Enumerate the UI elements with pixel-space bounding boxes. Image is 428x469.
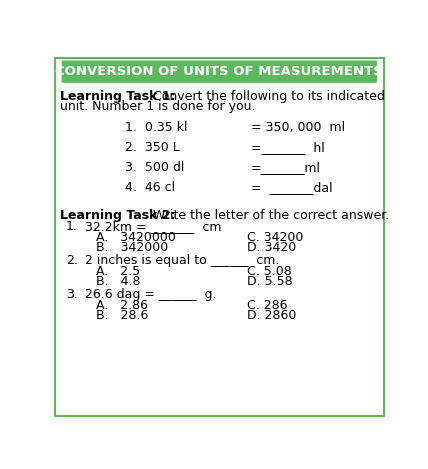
Text: Convert the following to its indicated: Convert the following to its indicated	[149, 90, 385, 103]
Text: Learning Task 1:: Learning Task 1:	[59, 90, 175, 103]
Text: D. 3420: D. 3420	[247, 241, 297, 254]
Text: B.   342000: B. 342000	[96, 241, 168, 254]
Text: unit. Number 1 is done for you.: unit. Number 1 is done for you.	[59, 100, 255, 113]
Text: 4.  46 cl: 4. 46 cl	[125, 181, 175, 194]
Text: 3.: 3.	[66, 288, 78, 301]
FancyBboxPatch shape	[62, 61, 377, 83]
Text: 26.6 dag = ______  g.: 26.6 dag = ______ g.	[77, 288, 216, 301]
Text: 32.2km = _______  cm: 32.2km = _______ cm	[77, 220, 221, 233]
Text: Write the letter of the correct answer.: Write the letter of the correct answer.	[149, 209, 389, 222]
Text: C. 286: C. 286	[247, 299, 288, 312]
Text: 2.  350 L: 2. 350 L	[125, 141, 180, 154]
Text: CONVERSION OF UNITS OF MEASUREMENTS: CONVERSION OF UNITS OF MEASUREMENTS	[55, 65, 383, 78]
Text: Learning Task 2:: Learning Task 2:	[59, 209, 175, 222]
Text: A.   2.5: A. 2.5	[96, 265, 140, 278]
Text: 1.: 1.	[66, 220, 78, 233]
Text: =_______  hl: =_______ hl	[251, 141, 325, 154]
Text: 3.  500 dl: 3. 500 dl	[125, 161, 184, 174]
Text: =_______ml: =_______ml	[251, 161, 321, 174]
Text: =  _______dal: = _______dal	[251, 181, 333, 194]
Text: D. 5.58: D. 5.58	[247, 275, 293, 288]
Text: A.   3420000: A. 3420000	[96, 231, 176, 244]
Text: B.   28.6: B. 28.6	[96, 309, 149, 322]
Text: 1.  0.35 kl: 1. 0.35 kl	[125, 121, 187, 134]
Text: 2.: 2.	[66, 254, 78, 267]
Text: B.   4.8: B. 4.8	[96, 275, 141, 288]
Text: D. 2860: D. 2860	[247, 309, 297, 322]
Text: C. 5.08: C. 5.08	[247, 265, 292, 278]
Text: A.   2.86: A. 2.86	[96, 299, 148, 312]
Text: C. 34200: C. 34200	[247, 231, 303, 244]
Text: 2 inches is equal to ______  cm.: 2 inches is equal to ______ cm.	[77, 254, 279, 267]
Text: = 350, 000  ml: = 350, 000 ml	[251, 121, 345, 134]
